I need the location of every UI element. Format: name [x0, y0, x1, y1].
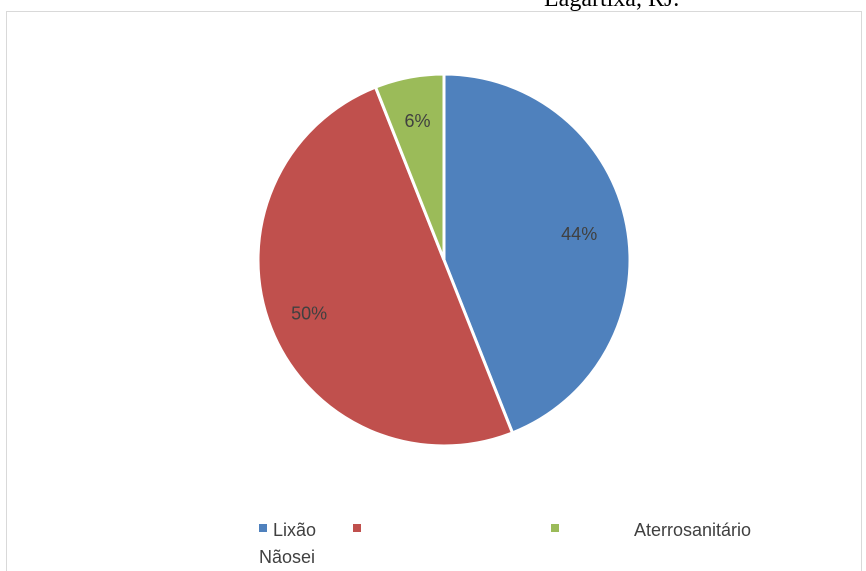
pie-slice-2	[256, 85, 515, 448]
pie-data-label-1: 44%	[561, 224, 597, 244]
legend-label-lixao: Lixão	[273, 519, 317, 540]
legend-item-naosei	[353, 519, 367, 540]
chart-frame	[6, 11, 862, 571]
legend-swatch-lixao	[259, 524, 267, 533]
legend-label-naosei: Nãosei	[259, 546, 316, 567]
chart-caption: Lagartixa, RJ.	[544, 0, 679, 13]
legend-item-aterro	[551, 519, 565, 540]
pie-slice-3	[373, 72, 446, 261]
legend-label-aterro: Aterrosanitário	[634, 519, 752, 540]
legend-item-lixao: Lixão	[259, 519, 316, 541]
legend-swatch-naosei	[353, 524, 361, 533]
pie-slice-1	[442, 72, 632, 435]
pie-data-label-2: 50%	[291, 303, 327, 323]
pie-data-label-3: 6%	[405, 111, 431, 131]
legend-label-aterro-wrap: Aterrosanitário	[634, 519, 751, 541]
legend-swatch-aterro	[551, 524, 559, 533]
legend-label-naosei-wrap: Nãosei	[259, 546, 315, 568]
